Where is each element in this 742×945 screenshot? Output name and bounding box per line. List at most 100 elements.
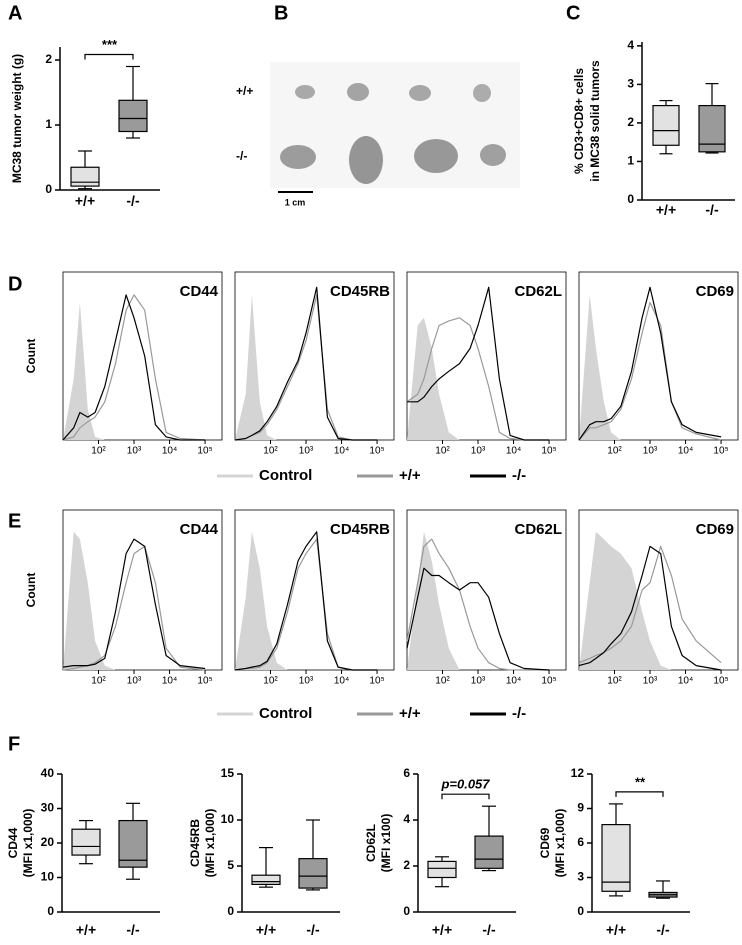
y-tick-label: 40 [41,766,55,780]
histogram-area [235,294,378,440]
x-tick-label: 10⁴ [162,446,177,457]
y-axis-label: % CD3+CD8+ cells [572,68,586,174]
histogram-area [235,531,378,670]
photo-background [270,62,520,188]
x-tick-label: 10² [263,446,278,457]
panel-letter: D [8,273,22,295]
x-tick-label: 10² [435,446,450,457]
x-tick-label: 10⁴ [162,676,177,687]
x-tick-label: 10³ [643,676,658,687]
x-tick-label: 10⁵ [713,446,728,457]
box [298,858,328,889]
x-tick-label: 10⁵ [541,676,556,687]
tumor [473,84,491,102]
box [118,99,148,133]
panel-letter: E [8,510,21,532]
x-tick-label: 10⁴ [678,676,693,687]
tumor [280,145,316,169]
y-axis-label: CD44 [6,827,20,858]
histogram-line [406,538,550,671]
y-axis-label: CD69 [538,827,552,858]
y-axis-label: (MFI x1,000) [203,809,217,878]
panel-letter: F [8,733,20,755]
box [474,835,504,869]
histogram-line [406,567,550,671]
plot-frame [578,271,739,441]
x-tick-label: 10³ [643,446,658,457]
annotation: ** [634,774,645,789]
plot-frame [406,271,567,441]
x-tick-label: 10³ [471,446,486,457]
significance-bracket [84,53,134,60]
legend-label: -/- [512,467,526,484]
plot-title: CD62L [514,283,562,300]
x-tick-label: 10⁵ [369,446,384,457]
tumor [409,85,431,101]
legend-label: +/+ [399,467,421,484]
legend-label: Control [259,705,312,722]
x-tick-label: 10⁵ [541,446,556,457]
y-tick-label: 0 [577,904,584,918]
box [652,104,680,146]
y-tick-label: 9 [577,801,584,815]
box [71,828,101,856]
x-tick-label: -/- [705,202,719,218]
row-label: -/- [236,149,247,163]
histogram-line [578,301,722,441]
box [601,823,631,892]
x-tick-label: 10⁴ [506,676,521,687]
panel-letter: C [566,2,580,24]
y-tick-label: 3 [577,870,584,884]
histogram-line [62,294,206,441]
histogram-area [579,294,722,440]
y-axis-label: MC38 tumor weight (g) [10,54,24,183]
y-tick-label: 4 [403,812,410,826]
y-tick-label: 3 [627,77,634,91]
x-tick-label: -/- [306,922,320,938]
x-tick-label: 10⁴ [506,446,521,457]
legend-label: Control [259,467,312,484]
x-tick-label: 10⁵ [197,446,212,457]
tumor [347,83,369,101]
x-tick-label: 10⁴ [678,446,693,457]
histogram-line [406,317,550,441]
x-tick-label: +/+ [656,202,676,218]
y-tick-label: 2 [45,52,52,66]
y-tick-label: 0 [47,904,54,918]
y-axis-label: in MC38 solid tumors [588,60,602,182]
x-tick-label: -/- [126,922,140,938]
x-tick-label: 10² [91,676,106,687]
y-axis-label: (MFI x1,000) [553,809,567,878]
x-tick-label: 10² [263,676,278,687]
histogram-line [578,286,722,441]
tumor [480,144,506,166]
x-tick-label: 10² [607,446,622,457]
x-tick-label: 10³ [299,676,314,687]
x-tick-label: 10² [435,676,450,687]
annotation: *** [101,37,117,52]
legend-label: +/+ [399,705,421,722]
y-tick-label: 2 [627,115,634,129]
plot-frame [234,509,395,671]
y-axis-label: Count [24,573,38,608]
y-tick-label: 4 [627,38,634,52]
x-tick-label: 10⁵ [713,676,728,687]
histogram-line [62,545,206,671]
row-label: +/+ [236,84,253,98]
plot-frame [406,509,567,671]
box [427,860,457,879]
y-tick-label: 15 [221,766,235,780]
x-tick-label: -/- [126,193,140,209]
y-tick-label: 0 [227,904,234,918]
x-tick-label: +/+ [76,922,96,938]
histogram-area [579,531,722,670]
histogram-area [63,302,206,440]
annotation: p=0.057 [440,777,490,792]
x-tick-label: 10⁴ [334,446,349,457]
y-tick-label: 20 [41,835,55,849]
plot-frame [62,509,223,671]
x-tick-label: 10² [607,676,622,687]
histogram-area [407,531,550,670]
x-tick-label: 10⁵ [369,676,384,687]
